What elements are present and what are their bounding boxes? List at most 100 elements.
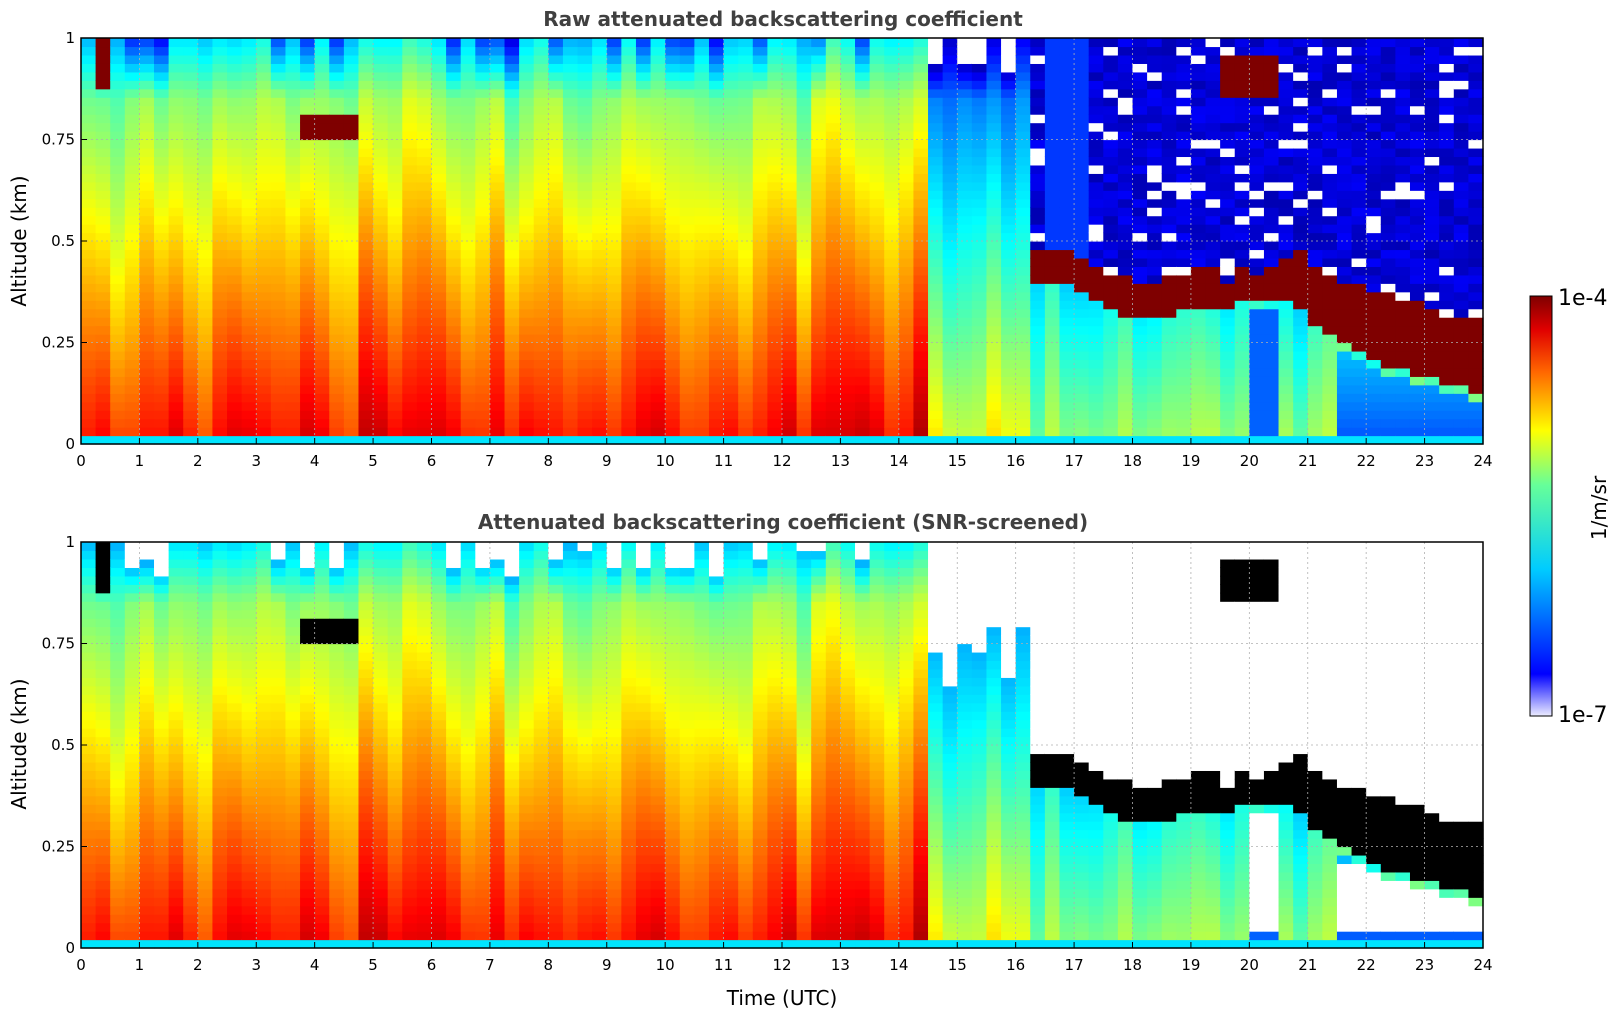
heatmap-cell xyxy=(96,351,111,360)
heatmap-cell xyxy=(198,148,213,157)
heatmap-cell xyxy=(1191,89,1206,98)
heatmap-cell xyxy=(110,249,125,258)
heatmap-cell xyxy=(636,123,651,132)
heatmap-cell xyxy=(1074,368,1089,377)
heatmap-cell xyxy=(81,249,96,258)
heatmap-cell xyxy=(1264,55,1279,64)
heatmap-cell xyxy=(1410,182,1425,191)
heatmap-cell xyxy=(139,821,154,830)
heatmap-cell xyxy=(607,326,622,335)
heatmap-cell xyxy=(753,300,768,309)
heatmap-cell xyxy=(709,292,724,301)
heatmap-cell xyxy=(563,258,578,267)
heatmap-cell xyxy=(1322,89,1337,98)
heatmap-cell xyxy=(1468,292,1483,301)
heatmap-cell xyxy=(1366,46,1381,55)
heatmap-cell xyxy=(1249,427,1264,436)
heatmap-cell xyxy=(183,46,198,55)
heatmap-cell xyxy=(651,123,666,132)
heatmap-cell xyxy=(1235,55,1250,64)
heatmap-cell xyxy=(1235,300,1250,309)
heatmap-cell xyxy=(636,190,651,199)
heatmap-cell xyxy=(169,140,184,149)
heatmap-cell xyxy=(1147,249,1162,258)
heatmap-cell xyxy=(1249,46,1264,55)
heatmap-cell xyxy=(329,72,344,81)
heatmap-cell xyxy=(1074,241,1089,250)
heatmap-cell xyxy=(738,300,753,309)
heatmap-cell xyxy=(811,199,826,208)
heatmap-cell xyxy=(1133,165,1148,174)
heatmap-cell xyxy=(621,359,636,368)
heatmap-cell xyxy=(1337,385,1352,394)
heatmap-cell xyxy=(1352,419,1367,428)
heatmap-cell xyxy=(1118,266,1133,275)
heatmap-cell xyxy=(315,385,330,394)
heatmap-cell xyxy=(169,300,184,309)
heatmap-cell xyxy=(738,385,753,394)
heatmap-cell xyxy=(1410,266,1425,275)
heatmap-cell xyxy=(1395,123,1410,132)
heatmap-cell xyxy=(125,737,140,746)
heatmap-cell xyxy=(870,190,885,199)
heatmap-cell xyxy=(1074,359,1089,368)
heatmap-cell xyxy=(592,436,607,445)
heatmap-cell xyxy=(826,309,841,318)
heatmap-cell xyxy=(534,190,549,199)
heatmap-cell xyxy=(139,80,154,89)
heatmap-cell xyxy=(1220,165,1235,174)
heatmap-cell xyxy=(1074,275,1089,284)
heatmap-cell xyxy=(373,123,388,132)
heatmap-cell xyxy=(1176,46,1191,55)
heatmap-cell xyxy=(212,233,227,242)
heatmap-cell xyxy=(285,266,300,275)
heatmap-cell xyxy=(840,309,855,318)
heatmap-cell xyxy=(870,80,885,89)
heatmap-cell xyxy=(811,241,826,250)
heatmap-cell xyxy=(1059,300,1074,309)
heatmap-cell xyxy=(855,216,870,225)
heatmap-cell xyxy=(753,106,768,115)
heatmap-cell xyxy=(1045,393,1060,402)
heatmap-cell xyxy=(870,106,885,115)
heatmap-cell xyxy=(285,140,300,149)
heatmap-cell xyxy=(227,46,242,55)
heatmap-cell xyxy=(1030,190,1045,199)
heatmap-cell xyxy=(1162,46,1177,55)
heatmap-cell xyxy=(285,207,300,216)
heatmap-cell xyxy=(125,385,140,394)
heatmap-cell xyxy=(1074,207,1089,216)
heatmap-cell xyxy=(505,427,520,436)
heatmap-cell xyxy=(1176,207,1191,216)
heatmap-cell xyxy=(534,376,549,385)
heatmap-cell xyxy=(1016,233,1031,242)
heatmap-cell xyxy=(271,224,286,233)
heatmap-cell xyxy=(125,770,140,779)
heatmap-cell xyxy=(110,216,125,225)
heatmap-cell xyxy=(96,97,111,106)
heatmap-cell xyxy=(256,292,271,301)
heatmap-cell xyxy=(139,359,154,368)
heatmap-cell xyxy=(767,317,782,326)
heatmap-cell xyxy=(125,627,140,636)
heatmap-cell xyxy=(1454,207,1469,216)
heatmap-cell xyxy=(1279,427,1294,436)
heatmap-cell xyxy=(1264,140,1279,149)
heatmap-cell xyxy=(797,334,812,343)
heatmap-cell xyxy=(329,393,344,402)
heatmap-cell xyxy=(1191,351,1206,360)
heatmap-cell xyxy=(271,275,286,284)
heatmap-cell xyxy=(285,385,300,394)
heatmap-cell xyxy=(884,317,899,326)
heatmap-cell xyxy=(782,334,797,343)
heatmap-cell xyxy=(1103,300,1118,309)
heatmap-cell xyxy=(1059,292,1074,301)
heatmap-cell xyxy=(1001,123,1016,132)
heatmap-cell xyxy=(432,63,447,72)
heatmap-cell xyxy=(534,89,549,98)
heatmap-cell xyxy=(1308,72,1323,81)
x-tick-label: 24 xyxy=(1473,452,1492,470)
heatmap-cell xyxy=(855,63,870,72)
heatmap-cell xyxy=(388,258,403,267)
heatmap-cell xyxy=(198,182,213,191)
